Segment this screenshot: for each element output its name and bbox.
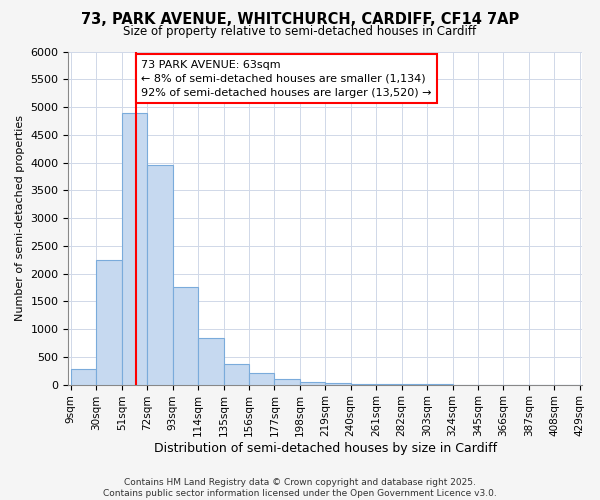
Text: Size of property relative to semi-detached houses in Cardiff: Size of property relative to semi-detach… [124,25,476,38]
Bar [224,364,249,384]
Bar [71,369,96,384]
Y-axis label: Number of semi-detached properties: Number of semi-detached properties [15,115,25,321]
Bar [198,338,224,384]
Bar [274,379,300,384]
Text: 73 PARK AVENUE: 63sqm
← 8% of semi-detached houses are smaller (1,134)
92% of se: 73 PARK AVENUE: 63sqm ← 8% of semi-detac… [141,60,431,98]
X-axis label: Distribution of semi-detached houses by size in Cardiff: Distribution of semi-detached houses by … [154,442,497,455]
Bar [173,287,198,384]
Text: 73, PARK AVENUE, WHITCHURCH, CARDIFF, CF14 7AP: 73, PARK AVENUE, WHITCHURCH, CARDIFF, CF… [81,12,519,28]
Text: Contains HM Land Registry data © Crown copyright and database right 2025.
Contai: Contains HM Land Registry data © Crown c… [103,478,497,498]
Bar [147,165,173,384]
Bar [122,112,147,384]
Bar [300,382,325,384]
Bar [249,374,274,384]
Bar [96,260,122,384]
